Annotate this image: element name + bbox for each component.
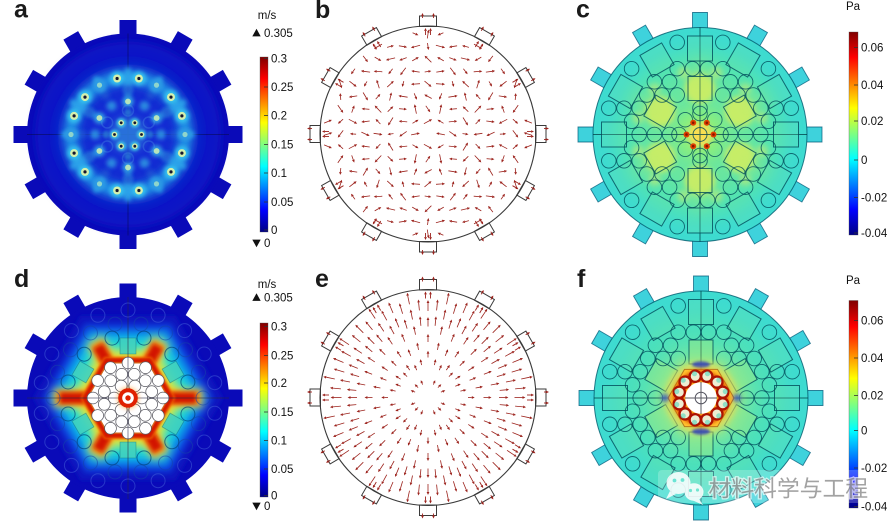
svg-text:0.05: 0.05 — [271, 197, 293, 209]
svg-text:0.3: 0.3 — [271, 54, 287, 66]
svg-text:0.3: 0.3 — [271, 322, 287, 334]
svg-text:Pa: Pa — [846, 275, 861, 287]
svg-text:-0.04: -0.04 — [861, 228, 888, 240]
svg-text:0.2: 0.2 — [271, 378, 287, 390]
svg-text:0.25: 0.25 — [271, 351, 293, 363]
svg-text:0.06: 0.06 — [861, 43, 883, 55]
svg-text:0.2: 0.2 — [271, 111, 287, 123]
svg-text:0.04: 0.04 — [861, 80, 884, 92]
svg-text:0.02: 0.02 — [861, 391, 883, 403]
svg-text:0.305: 0.305 — [264, 293, 293, 305]
svg-text:-0.02: -0.02 — [861, 193, 887, 205]
svg-text:0.305: 0.305 — [264, 28, 293, 40]
svg-text:c: c — [576, 0, 590, 24]
svg-text:0.1: 0.1 — [271, 168, 287, 180]
svg-text:b: b — [315, 0, 330, 24]
svg-text:0.06: 0.06 — [861, 316, 883, 328]
svg-text:0.04: 0.04 — [861, 353, 884, 365]
svg-text:0: 0 — [861, 426, 867, 438]
svg-text:0.05: 0.05 — [271, 464, 293, 476]
svg-text:m/s: m/s — [258, 279, 277, 291]
svg-text:e: e — [315, 265, 329, 293]
svg-text:Pa: Pa — [846, 1, 861, 13]
svg-text:d: d — [14, 265, 29, 293]
svg-text:0.02: 0.02 — [861, 116, 883, 128]
svg-text:0: 0 — [264, 238, 270, 250]
svg-text:0.15: 0.15 — [271, 407, 293, 419]
svg-text:-0.04: -0.04 — [861, 502, 888, 514]
svg-text:m/s: m/s — [258, 10, 277, 22]
svg-text:0: 0 — [271, 491, 277, 503]
svg-text:-0.02: -0.02 — [861, 463, 887, 475]
svg-text:0.25: 0.25 — [271, 82, 293, 94]
svg-text:0: 0 — [861, 155, 867, 167]
svg-text:0: 0 — [271, 225, 277, 237]
svg-text:a: a — [14, 0, 29, 24]
svg-text:0: 0 — [264, 501, 270, 513]
svg-text:0.15: 0.15 — [271, 140, 293, 152]
svg-text:f: f — [577, 265, 586, 293]
svg-text:0.1: 0.1 — [271, 436, 287, 448]
